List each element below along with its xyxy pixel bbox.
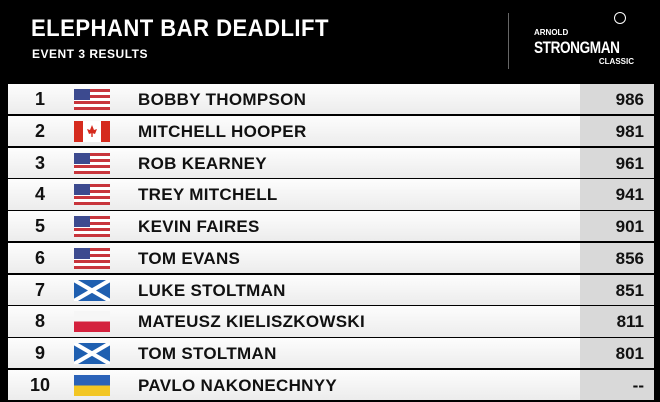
athlete-name: BOBBY THOMPSON (138, 90, 307, 109)
usa-flag-icon (74, 89, 110, 110)
rank: 7 (34, 279, 45, 300)
logo-line-3: CLASSIC (598, 57, 634, 66)
usa-flag-icon (74, 152, 110, 174)
ukraine-flag-icon (74, 375, 110, 397)
score: 851 (580, 274, 654, 305)
athlete-name: LUKE STOLTMAN (138, 280, 286, 300)
event-title: ELEPHANT BAR DEADLIFT (31, 15, 329, 42)
canada-flag-icon (74, 120, 110, 142)
score: -- (580, 370, 654, 401)
logo-line-1: ARNOLD (534, 28, 569, 37)
athlete-name: MATEUSZ KIELISZKOWSKI (138, 312, 365, 332)
rank: 6 (34, 247, 45, 268)
rank: 4 (34, 184, 45, 205)
header-divider (508, 13, 509, 69)
athlete-name: MITCHELL HOOPER (138, 121, 307, 141)
score: 986 (580, 84, 654, 115)
athlete-name: KEVIN FAIRES (138, 217, 260, 237)
globe-icon (614, 12, 626, 24)
score: 961 (580, 147, 654, 178)
athlete-name: ROB KEARNEY (138, 153, 267, 173)
rank: 8 (34, 311, 45, 332)
athlete-name: PAVLO NAKONECHNYY (138, 376, 338, 396)
score: 801 (580, 338, 654, 369)
rank: 10 (29, 375, 51, 396)
event-subtitle: EVENT 3 RESULTS (32, 47, 148, 61)
table-row: 9 TOM STOLTMAN 801 (8, 338, 654, 369)
results-table: 1 BOBBY THOMPSON 986 2 MITCHELL HOOPER 981 3 RO… (8, 84, 654, 402)
athlete-name: TREY MITCHELL (138, 185, 278, 205)
score: 856 (580, 242, 654, 274)
rank: 5 (34, 216, 45, 237)
table-row: 7 LUKE STOLTMAN 851 (8, 274, 654, 305)
logo-line-2: STRONGMAN (534, 38, 620, 57)
rank: 3 (34, 152, 45, 173)
score: 901 (580, 211, 654, 242)
table-row: 4 TREY MITCHELL 941 (8, 179, 654, 210)
table-row: 3 ROB KEARNEY 961 (8, 147, 654, 178)
scotland-flag-icon (74, 343, 110, 365)
table-row: 2 MITCHELL HOOPER 981 (8, 115, 654, 146)
score: 941 (580, 179, 654, 210)
table-row: 10 PAVLO NAKONECHNYY -- (8, 370, 654, 401)
arnold-strongman-classic-logo: ARNOLD STRONGMAN CLASSIC (532, 12, 638, 74)
score: 811 (580, 306, 654, 337)
rank: 9 (34, 343, 45, 364)
usa-flag-icon (74, 184, 110, 206)
usa-flag-icon (74, 216, 110, 238)
header: ELEPHANT BAR DEADLIFT EVENT 3 RESULTS AR… (0, 0, 660, 83)
table-row: 6 TOM EVANS 856 (8, 242, 654, 274)
table-row: 5 KEVIN FAIRES 901 (8, 211, 654, 242)
poland-flag-icon (74, 311, 110, 333)
table-row: 1 BOBBY THOMPSON 986 (8, 84, 654, 115)
scotland-flag-icon (74, 279, 110, 301)
athlete-name: TOM STOLTMAN (138, 344, 277, 364)
table-row: 8 MATEUSZ KIELISZKOWSKI 811 (8, 306, 654, 337)
rank: 2 (34, 120, 45, 141)
usa-flag-icon (74, 247, 110, 269)
score: 981 (580, 115, 654, 146)
rank: 1 (34, 89, 45, 109)
athlete-name: TOM EVANS (138, 248, 241, 268)
